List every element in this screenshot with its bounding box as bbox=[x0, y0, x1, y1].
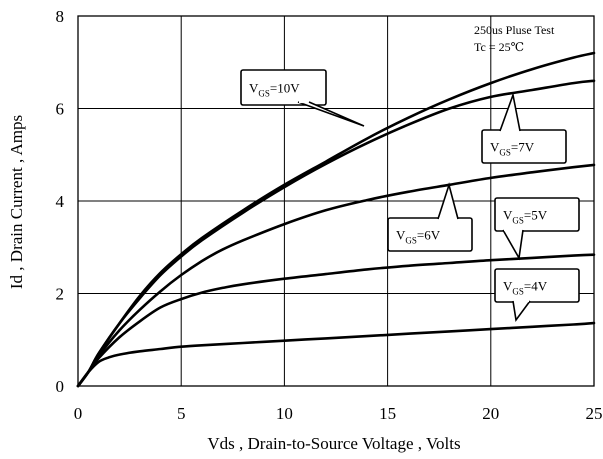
plot-frame bbox=[77, 15, 595, 387]
x-tick-label: 25 bbox=[586, 404, 603, 423]
series-label-subscript: GS bbox=[258, 89, 270, 99]
annotation-temperature: Tc = 25℃ bbox=[474, 40, 524, 54]
callout-box bbox=[494, 268, 580, 303]
callout-0: VGS=10V bbox=[240, 69, 365, 127]
series-label-3: VGS=5V bbox=[503, 208, 548, 226]
curves bbox=[76, 51, 596, 388]
series-line-4 bbox=[76, 321, 596, 388]
series-label-value: =6V bbox=[417, 228, 441, 243]
y-tick-label: 0 bbox=[56, 377, 65, 396]
x-axis-label: Vds , Drain-to-Source Voltage , Volts bbox=[207, 434, 460, 453]
x-tick-label: 5 bbox=[177, 404, 186, 423]
callout-box bbox=[387, 217, 473, 252]
y-tick-label: 4 bbox=[56, 192, 65, 211]
series-label-subscript: GS bbox=[512, 287, 524, 297]
series-line-3 bbox=[76, 253, 596, 388]
x-tick-label: 15 bbox=[379, 404, 396, 423]
x-tick-label: 10 bbox=[276, 404, 293, 423]
callout-1: VGS=7V bbox=[481, 92, 567, 164]
series-label-value: =4V bbox=[524, 279, 548, 294]
callout-pointer bbox=[512, 300, 531, 323]
series-label-symbol: V bbox=[503, 279, 513, 294]
x-tick-label: 20 bbox=[482, 404, 499, 423]
x-tick-label: 0 bbox=[74, 404, 83, 423]
callout-pointer bbox=[437, 182, 459, 220]
series-label-2: VGS=6V bbox=[396, 228, 441, 246]
callout-pointer bbox=[502, 229, 524, 261]
callout-3: VGS=5V bbox=[494, 197, 580, 261]
series-label-subscript: GS bbox=[405, 236, 417, 246]
tick-labels: 0 5 10 15 20 25 0 2 4 6 8 bbox=[56, 7, 603, 423]
series-label-1: VGS=7V bbox=[490, 140, 535, 158]
series-label-subscript: GS bbox=[512, 216, 524, 226]
series-line-2 bbox=[76, 163, 596, 388]
y-tick-label: 6 bbox=[56, 100, 65, 119]
callout-box bbox=[240, 69, 327, 106]
series-label-value: =10V bbox=[270, 81, 300, 96]
callout-box bbox=[494, 197, 580, 232]
y-axis-label: Id , Drain Current , Amps bbox=[7, 115, 26, 289]
series-label-value: =5V bbox=[524, 208, 548, 223]
series-label-0: VGS=10V bbox=[249, 81, 300, 99]
callout-pointer bbox=[297, 101, 365, 127]
series-label-symbol: V bbox=[490, 140, 500, 155]
series-label-subscript: GS bbox=[499, 148, 511, 158]
callout-4: VGS=4V bbox=[494, 268, 580, 323]
callout-2: VGS=6V bbox=[387, 182, 473, 252]
series-label-4: VGS=4V bbox=[503, 279, 548, 297]
callout-pointer bbox=[499, 92, 521, 132]
callout-box bbox=[481, 129, 567, 164]
series-line-1 bbox=[76, 79, 596, 388]
series-label-symbol: V bbox=[396, 228, 406, 243]
series-label-symbol: V bbox=[503, 208, 513, 223]
y-tick-label: 8 bbox=[56, 7, 65, 26]
annotation-test: 250us Pluse Test bbox=[474, 23, 555, 37]
series-label-value: =7V bbox=[511, 140, 535, 155]
y-tick-label: 2 bbox=[56, 285, 65, 304]
series-label-symbol: V bbox=[249, 81, 259, 96]
